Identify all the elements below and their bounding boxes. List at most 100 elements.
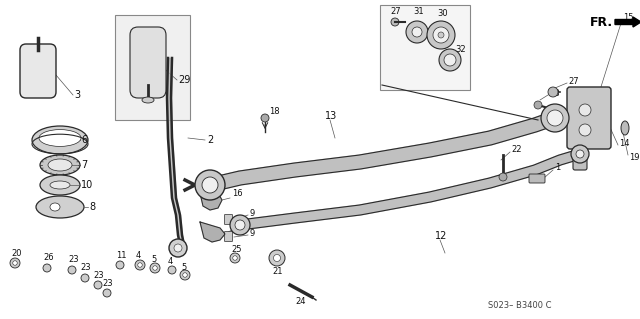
Ellipse shape <box>40 175 80 195</box>
Circle shape <box>183 273 188 277</box>
Ellipse shape <box>142 97 154 103</box>
Circle shape <box>81 274 89 282</box>
Polygon shape <box>200 222 225 242</box>
Text: FR.: FR. <box>590 16 613 28</box>
Circle shape <box>541 104 569 132</box>
Circle shape <box>547 110 563 126</box>
Circle shape <box>534 101 542 109</box>
Ellipse shape <box>39 130 81 146</box>
Circle shape <box>230 215 250 235</box>
Circle shape <box>13 261 17 265</box>
Text: S023– B3400 C: S023– B3400 C <box>488 301 552 310</box>
Circle shape <box>230 253 240 263</box>
Circle shape <box>233 256 237 260</box>
Ellipse shape <box>36 196 84 218</box>
Text: 28: 28 <box>549 88 559 98</box>
Circle shape <box>499 173 507 181</box>
Circle shape <box>43 264 51 272</box>
Text: 27: 27 <box>568 77 579 85</box>
Text: 19: 19 <box>629 152 639 161</box>
Circle shape <box>202 177 218 193</box>
FancyBboxPatch shape <box>225 232 232 241</box>
Text: 15: 15 <box>623 13 634 23</box>
Text: 25: 25 <box>231 244 241 254</box>
Text: 11: 11 <box>116 251 127 261</box>
Polygon shape <box>209 111 557 192</box>
FancyBboxPatch shape <box>573 138 587 170</box>
Ellipse shape <box>50 203 60 211</box>
Text: 12: 12 <box>435 231 447 241</box>
Circle shape <box>235 220 245 230</box>
Text: 2: 2 <box>207 135 213 145</box>
Text: 3: 3 <box>74 90 80 100</box>
Text: 29: 29 <box>178 75 190 85</box>
Text: 8: 8 <box>89 202 95 212</box>
Ellipse shape <box>32 126 88 154</box>
Circle shape <box>261 114 269 122</box>
Text: 23: 23 <box>68 256 79 264</box>
Text: 21: 21 <box>272 268 282 277</box>
FancyBboxPatch shape <box>529 174 545 183</box>
Text: 9: 9 <box>250 209 255 218</box>
Circle shape <box>168 266 176 274</box>
Text: 30: 30 <box>437 10 447 19</box>
Text: 1: 1 <box>555 164 560 173</box>
Polygon shape <box>200 190 222 210</box>
Circle shape <box>579 124 591 136</box>
Text: 32: 32 <box>455 46 466 55</box>
Circle shape <box>576 150 584 158</box>
Text: 17: 17 <box>237 220 248 229</box>
Text: 7: 7 <box>81 160 87 170</box>
Circle shape <box>391 18 399 26</box>
Ellipse shape <box>50 181 70 189</box>
Circle shape <box>550 113 560 123</box>
Ellipse shape <box>621 121 629 135</box>
Text: 26: 26 <box>43 254 54 263</box>
Text: 6: 6 <box>81 135 87 145</box>
FancyBboxPatch shape <box>567 87 611 149</box>
Text: 5: 5 <box>151 256 156 264</box>
Text: 4: 4 <box>136 251 141 261</box>
Circle shape <box>138 263 142 267</box>
FancyBboxPatch shape <box>225 214 232 225</box>
Circle shape <box>10 258 20 268</box>
Text: 31: 31 <box>413 8 424 17</box>
Text: 22: 22 <box>511 145 522 154</box>
Text: 23: 23 <box>102 278 113 287</box>
Circle shape <box>545 108 565 128</box>
Circle shape <box>438 32 444 38</box>
Text: 10: 10 <box>81 180 93 190</box>
Circle shape <box>548 87 558 97</box>
Circle shape <box>195 170 225 200</box>
FancyBboxPatch shape <box>20 44 56 98</box>
FancyBboxPatch shape <box>130 27 166 98</box>
Text: 13: 13 <box>325 111 337 121</box>
Text: 23: 23 <box>93 271 104 279</box>
Circle shape <box>571 145 589 163</box>
Text: 16: 16 <box>232 189 243 197</box>
Circle shape <box>153 266 157 270</box>
Text: 4: 4 <box>168 257 173 266</box>
Circle shape <box>427 21 455 49</box>
Circle shape <box>412 27 422 37</box>
Circle shape <box>406 21 428 43</box>
Circle shape <box>180 270 190 280</box>
Circle shape <box>135 260 145 270</box>
Text: 24: 24 <box>295 298 305 307</box>
Circle shape <box>68 266 76 274</box>
Circle shape <box>579 104 591 116</box>
Ellipse shape <box>48 159 72 171</box>
Text: 5: 5 <box>181 263 186 271</box>
Text: 14: 14 <box>619 138 630 147</box>
Ellipse shape <box>40 155 80 175</box>
Circle shape <box>273 255 280 262</box>
Circle shape <box>116 261 124 269</box>
Circle shape <box>174 244 182 252</box>
Circle shape <box>103 289 111 297</box>
Circle shape <box>150 263 160 273</box>
Bar <box>380 5 470 90</box>
Text: 27: 27 <box>390 8 401 17</box>
Circle shape <box>439 49 461 71</box>
Circle shape <box>444 54 456 66</box>
Circle shape <box>269 250 285 266</box>
